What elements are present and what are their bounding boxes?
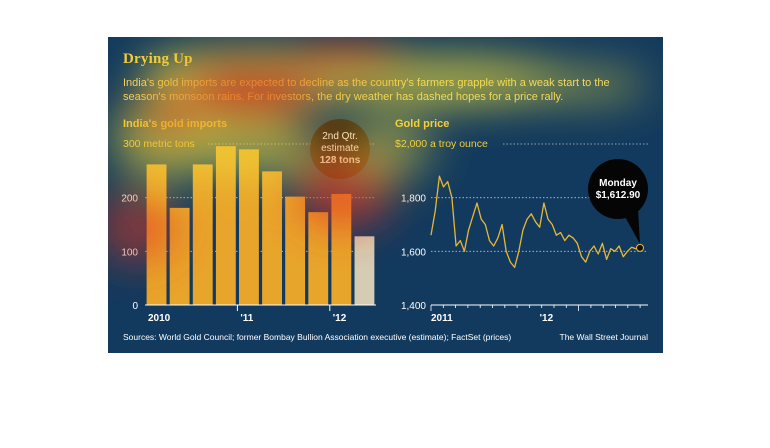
imports-bar — [308, 212, 329, 305]
imports-bar — [192, 164, 213, 305]
price-y-tick-label: 1,600 — [401, 247, 426, 258]
price-callout-bubble — [588, 159, 648, 219]
imports-x-tick-label: 2010 — [148, 313, 171, 324]
price-y-tick-label: 1,400 — [401, 301, 426, 312]
price-callout-text: $1,612.90 — [596, 190, 641, 201]
price-callout-pointer — [624, 209, 640, 244]
sources-note: Sources: World Gold Council; former Bomb… — [123, 332, 512, 342]
imports-callout-text: 2nd Qtr. — [322, 131, 358, 142]
infographic: Drying Up India's gold imports are expec… — [108, 37, 663, 353]
imports-bar — [239, 149, 259, 305]
imports-callout-text: estimate — [321, 143, 359, 154]
imports-callout-text: 128 tons — [320, 155, 361, 166]
imports-y-tick-label: 100 — [121, 247, 138, 258]
price-series-line — [430, 175, 641, 269]
credit-line: The Wall Street Journal — [559, 332, 649, 342]
imports-bar — [331, 193, 352, 305]
imports-estimate-bar — [354, 236, 375, 305]
imports-y-tick-label: 0 — [132, 301, 138, 312]
imports-bar — [146, 164, 167, 305]
imports-bar — [169, 207, 190, 305]
imports-x-tick-label: '12 — [333, 313, 347, 324]
imports-y-tick-label: 200 — [121, 194, 138, 205]
imports-bar — [262, 171, 282, 305]
price-y-tick-label: 1,800 — [401, 194, 426, 205]
price-callout-text: Monday — [599, 178, 637, 189]
price-x-tick-label: '12 — [540, 313, 554, 324]
price-last-point — [636, 243, 644, 252]
imports-x-tick-label: '11 — [240, 313, 253, 324]
imports-bar — [215, 146, 236, 305]
imports-bar — [285, 196, 306, 305]
price-x-tick-label: 2011 — [431, 313, 453, 324]
